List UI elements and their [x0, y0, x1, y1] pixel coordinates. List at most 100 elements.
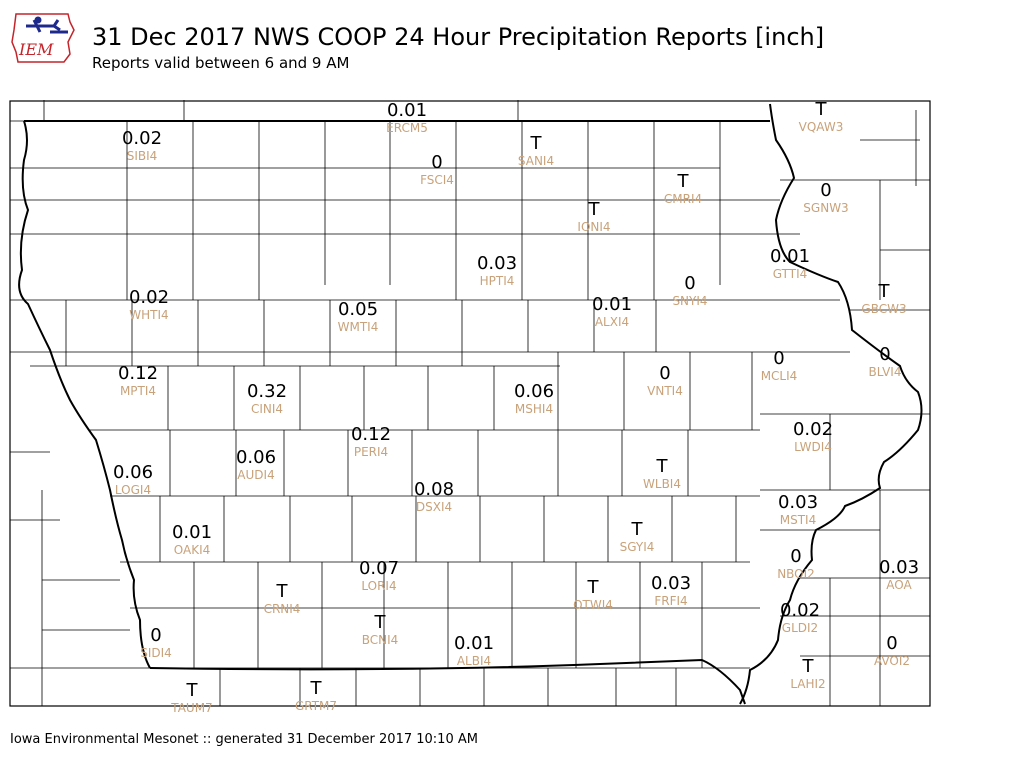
station-value: 0 [879, 344, 890, 365]
station-id-label: ERCM5 [386, 121, 428, 135]
station-value: 0.01 [172, 522, 212, 543]
station-id-label: BCNI4 [362, 633, 399, 647]
station-id-label: MSTI4 [780, 513, 816, 527]
station-id-label: SIBI4 [127, 149, 158, 163]
state-borders [18, 103, 923, 705]
station-id-label: WMTI4 [338, 320, 379, 334]
station-value: 0.01 [387, 100, 427, 121]
station-value: T [878, 281, 891, 302]
station-id-label: CMRI4 [664, 192, 702, 206]
page-title: 31 Dec 2017 NWS COOP 24 Hour Precipitati… [92, 23, 825, 51]
station-value: 0.32 [247, 381, 287, 402]
station-value: 0.05 [338, 299, 378, 320]
station-value: 0.02 [793, 419, 833, 440]
iem-logo-wind-icon [26, 19, 68, 34]
station-value: T [815, 99, 828, 120]
station-id-label: MPTI4 [120, 384, 156, 398]
station-id-label: SANI4 [518, 154, 554, 168]
iem-logo: IEM [11, 13, 75, 63]
station-id-label: TAUM7 [170, 701, 212, 715]
station-value: T [588, 199, 601, 220]
station-value: 0 [820, 180, 831, 201]
station-id-label: VNTI4 [647, 384, 683, 398]
iem-logo-state-outline-icon [11, 13, 75, 63]
station-value: T [677, 171, 690, 192]
station-id-label: SNYI4 [672, 294, 707, 308]
footer-credit: Iowa Environmental Mesonet :: generated … [10, 732, 478, 747]
station-id-label: SGYI4 [620, 540, 655, 554]
station-id-label: ALBI4 [457, 654, 491, 668]
station-value: T [186, 680, 199, 701]
station-value: 0.06 [236, 447, 276, 468]
station-id-label: LAHI2 [790, 677, 825, 691]
station-id-label: WLBI4 [643, 477, 681, 491]
station-id-label: NBOI2 [777, 567, 815, 581]
station-id-label: AUDI4 [237, 468, 274, 482]
station-id-label: SIDI4 [140, 646, 172, 660]
station-id-label: AOA [886, 578, 912, 592]
station-id-label: LWDI4 [794, 440, 832, 454]
station-value: 0.03 [651, 573, 691, 594]
station-value: 0.12 [118, 363, 158, 384]
station-id-label: FSCI4 [420, 173, 454, 187]
map-frame [9, 100, 931, 707]
station-value: 0 [790, 546, 801, 567]
station-value: 0.02 [780, 600, 820, 621]
station-value: 0 [773, 348, 784, 369]
station-id-label: FRFI4 [654, 594, 687, 608]
station-value: 0.03 [778, 492, 818, 513]
station-value: 0.08 [414, 479, 454, 500]
station-value: 0.12 [351, 424, 391, 445]
station-value: T [631, 519, 644, 540]
station-value: 0.06 [514, 381, 554, 402]
station-id-label: MSHI4 [515, 402, 553, 416]
station-id-label: GBCW3 [861, 302, 906, 316]
station-id-label: HPTI4 [480, 274, 515, 288]
station-value: T [656, 456, 669, 477]
station-id-label: LORI4 [361, 579, 396, 593]
station-id-label: DSXI4 [416, 500, 452, 514]
station-id-label: VQAW3 [799, 120, 844, 134]
station-id-label: AVOI2 [874, 654, 910, 668]
station-value: 0.01 [454, 633, 494, 654]
iem-logo-text: IEM [18, 40, 54, 59]
station-id-label: CRNI4 [264, 602, 301, 616]
station-value: 0 [150, 625, 161, 646]
station-id-label: GRTM7 [295, 699, 337, 713]
station-value: 0.01 [592, 294, 632, 315]
station-id-label: OAKI4 [174, 543, 211, 557]
station-value: 0.03 [477, 253, 517, 274]
station-id-label: LOGI4 [115, 483, 151, 497]
station-value: 0.06 [113, 462, 153, 483]
